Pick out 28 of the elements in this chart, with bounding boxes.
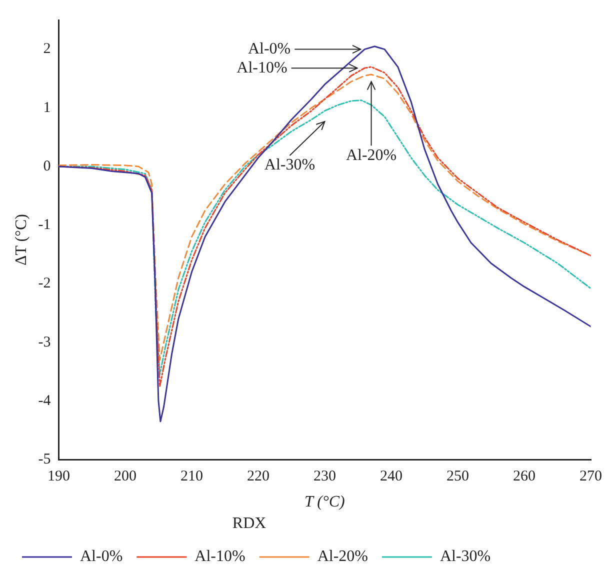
x-tick-label: 270 bbox=[580, 468, 602, 485]
y-tick-label: -3 bbox=[38, 334, 51, 350]
annotation: Al-0% bbox=[248, 40, 291, 58]
y-tick-label: 1 bbox=[43, 100, 51, 116]
y-tick-label: -4 bbox=[38, 392, 52, 409]
x-tick-label: 210 bbox=[180, 468, 203, 485]
y-tick-label: -5 bbox=[38, 452, 51, 468]
x-tick-label: 190 bbox=[47, 468, 70, 485]
annotation: Al-30% bbox=[264, 156, 316, 174]
x-axis-title: T (°C) bbox=[304, 493, 345, 510]
x-tick-label: 240 bbox=[380, 468, 402, 485]
x-tick-label: 250 bbox=[446, 468, 469, 485]
x-tick-label: 220 bbox=[246, 468, 270, 485]
y-tick-label: 0 bbox=[43, 158, 51, 174]
x-tick-label: 260 bbox=[512, 468, 536, 485]
legend-label: Al-10% bbox=[194, 548, 246, 566]
x-tick-label: 200 bbox=[114, 468, 136, 485]
legend-title: RDX bbox=[232, 515, 267, 532]
annotation: Al-10% bbox=[236, 59, 288, 76]
y-tick-label: 2 bbox=[43, 41, 51, 58]
legend-label: Al-20% bbox=[317, 548, 368, 566]
y-tick-label: -2 bbox=[38, 276, 51, 292]
y-tick-label: -1 bbox=[38, 217, 51, 234]
annotation: Al-20% bbox=[346, 146, 397, 164]
y-axis-title: ΔT (°C) bbox=[12, 214, 30, 266]
x-tick-label: 230 bbox=[313, 468, 336, 485]
legend-label: Al-0% bbox=[80, 548, 123, 566]
legend-label: Al-30% bbox=[440, 548, 491, 566]
